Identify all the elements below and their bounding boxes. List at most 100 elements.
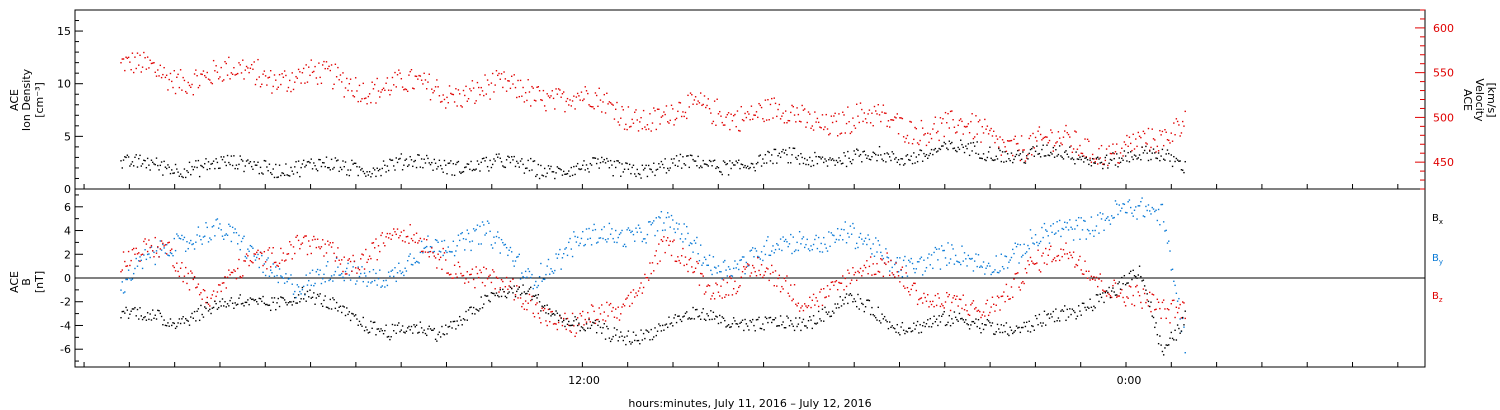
- bz-point: [740, 276, 742, 278]
- bz-point: [599, 313, 602, 315]
- bx-point: [736, 323, 739, 325]
- bx-point: [376, 328, 378, 330]
- velocity-point: [1178, 124, 1180, 126]
- bz-point: [1005, 283, 1008, 286]
- bz-point: [1109, 295, 1112, 297]
- bx-point: [975, 318, 977, 320]
- by-point: [763, 245, 765, 247]
- density-point: [1034, 150, 1037, 153]
- by-point: [167, 254, 169, 256]
- by-point: [1143, 216, 1146, 218]
- bz-point: [660, 239, 663, 241]
- velocity-point: [486, 79, 489, 81]
- bz-point: [521, 305, 523, 308]
- by-point: [993, 271, 995, 273]
- density-point: [441, 168, 443, 170]
- density-point: [538, 177, 541, 180]
- bx-point: [357, 324, 359, 326]
- bx-point: [542, 306, 545, 308]
- by-point: [642, 238, 645, 240]
- velocity-point: [594, 92, 597, 94]
- bz-point: [143, 240, 145, 243]
- bz-point: [131, 249, 134, 251]
- bz-point: [868, 265, 871, 268]
- bz-point: [1001, 295, 1004, 297]
- velocity-point: [579, 99, 581, 101]
- bx-point: [935, 318, 938, 320]
- by-point: [1041, 226, 1043, 229]
- bx-point: [731, 323, 734, 325]
- bx-point: [661, 324, 664, 327]
- density-point: [518, 166, 520, 168]
- bz-point: [1179, 303, 1181, 306]
- bx-point: [850, 294, 853, 297]
- by-point: [812, 243, 815, 246]
- density-point: [1045, 155, 1047, 157]
- bz-point: [869, 256, 872, 258]
- bz-point: [876, 262, 878, 265]
- density-point: [750, 162, 753, 165]
- bz-point: [384, 245, 386, 247]
- velocity-point: [549, 96, 551, 99]
- by-point: [1154, 210, 1156, 213]
- bx-point: [705, 319, 707, 322]
- bz-point: [712, 292, 715, 295]
- velocity-point: [897, 133, 900, 135]
- bz-point: [551, 310, 553, 313]
- bx-point: [1065, 319, 1067, 322]
- bx-point: [1024, 325, 1027, 328]
- velocity-point: [478, 86, 480, 89]
- bz-point: [294, 252, 296, 255]
- density-point: [840, 163, 843, 165]
- density-point: [499, 157, 501, 159]
- bx-point: [290, 301, 292, 303]
- velocity-point: [545, 110, 547, 112]
- velocity-point: [821, 114, 824, 116]
- density-point: [587, 167, 589, 170]
- bx-point: [124, 312, 126, 314]
- velocity-point: [707, 98, 709, 100]
- bx-point: [214, 300, 216, 303]
- velocity-point: [933, 123, 935, 125]
- bz-point: [483, 266, 485, 269]
- density-point: [1117, 166, 1119, 168]
- by-point: [830, 232, 833, 234]
- bz-point: [316, 238, 319, 240]
- by-point: [972, 270, 975, 272]
- bx-point: [1108, 286, 1110, 289]
- velocity-point: [319, 76, 321, 79]
- bx-point: [961, 317, 963, 320]
- by-point: [509, 246, 512, 249]
- bz-point: [943, 307, 945, 309]
- by-point: [524, 270, 527, 273]
- bx-point: [148, 318, 150, 321]
- velocity-point: [1117, 162, 1119, 164]
- bx-point: [1146, 293, 1148, 295]
- bx-point: [1173, 339, 1175, 341]
- density-point: [1142, 152, 1145, 154]
- bx-point: [921, 325, 924, 327]
- bx-point: [757, 318, 759, 321]
- velocity-point: [308, 66, 310, 68]
- density-point: [323, 162, 325, 164]
- velocity-point: [448, 85, 451, 87]
- by-point: [224, 234, 226, 237]
- density-point: [554, 177, 556, 180]
- velocity-point: [540, 99, 542, 101]
- velocity-point: [285, 74, 287, 77]
- bx-point: [566, 323, 569, 326]
- velocity-point: [872, 124, 874, 127]
- velocity-point: [433, 90, 436, 92]
- velocity-point: [1132, 133, 1134, 136]
- bx-point: [365, 326, 367, 328]
- bx-point: [1048, 317, 1051, 319]
- bz-point: [465, 278, 467, 280]
- density-point: [1152, 148, 1155, 150]
- bz-point: [536, 302, 538, 304]
- bx-point: [915, 324, 918, 327]
- bx-point: [998, 328, 1000, 330]
- density-point: [140, 165, 142, 167]
- by-point: [667, 212, 669, 214]
- bx-point: [395, 332, 397, 334]
- velocity-point: [1127, 145, 1129, 148]
